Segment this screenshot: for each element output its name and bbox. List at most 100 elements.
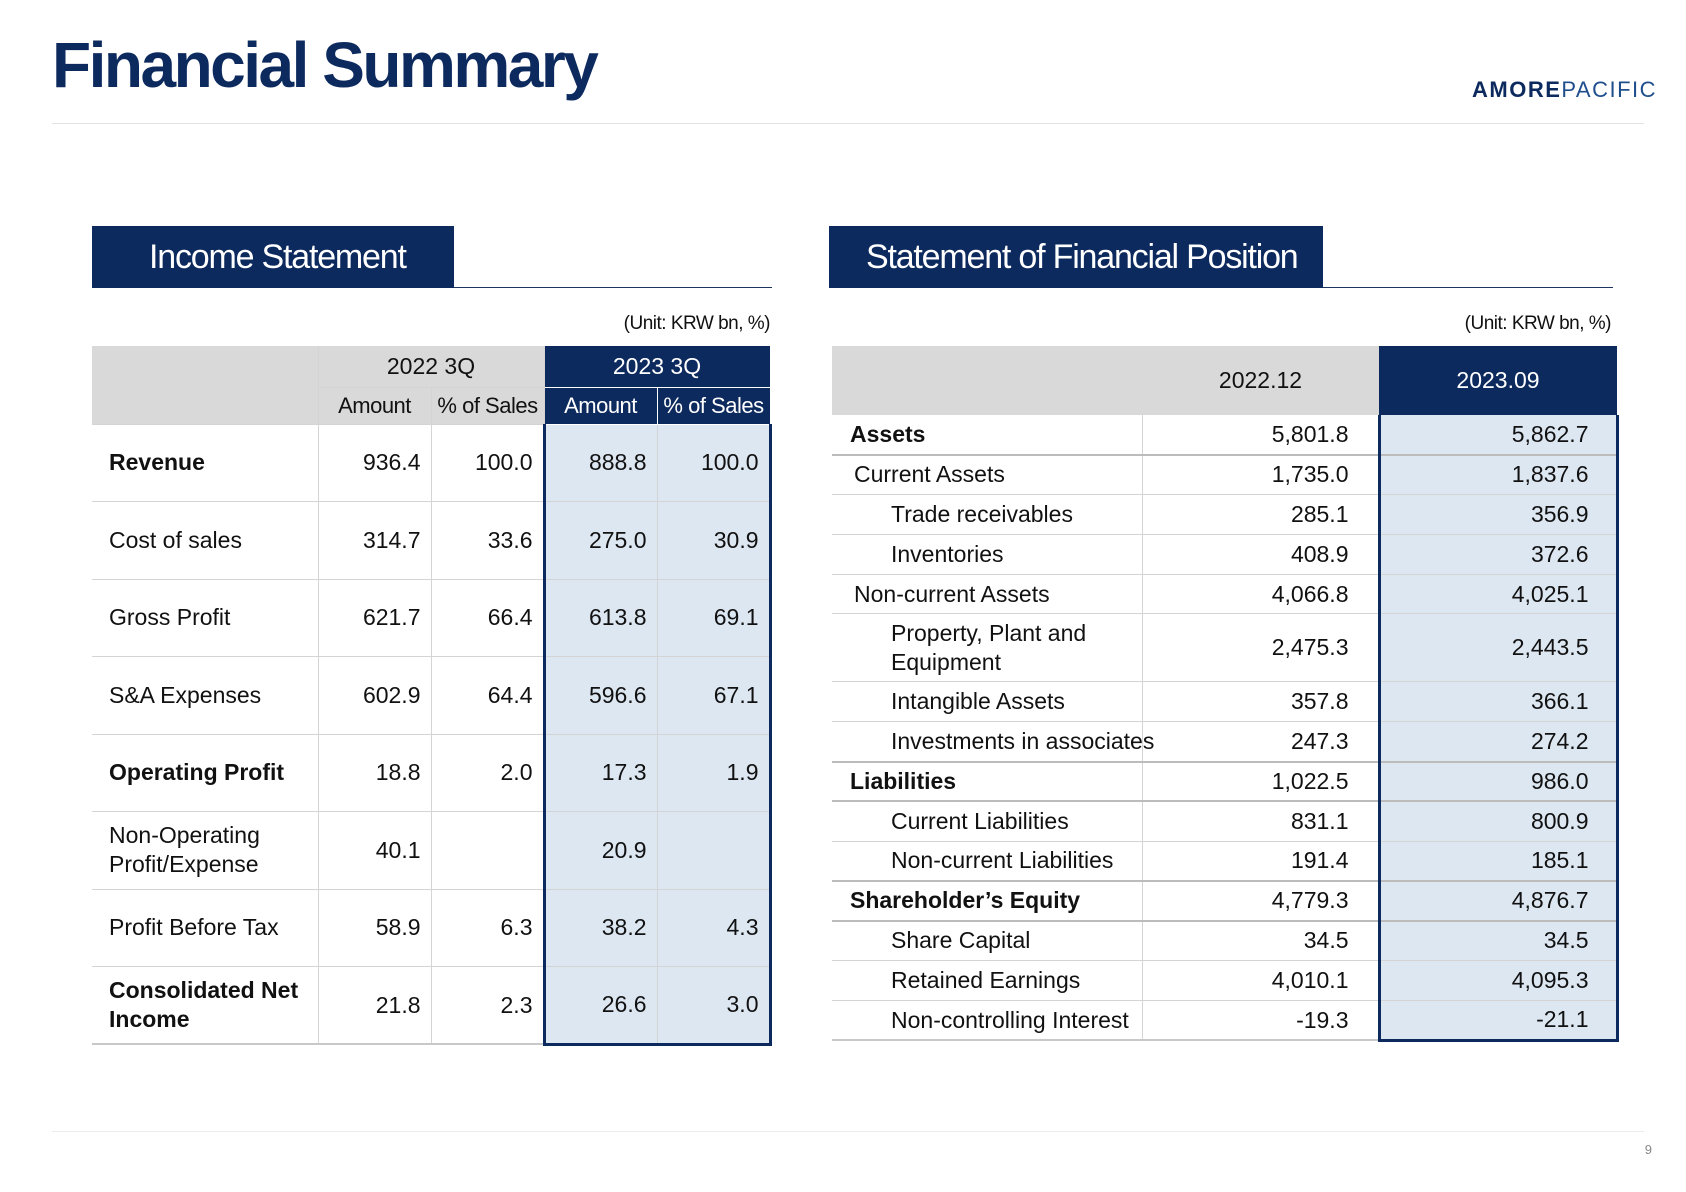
table-row: Liabilities 1,022.5 986.0 <box>832 760 1619 802</box>
row-label: Liabilities <box>832 760 1143 802</box>
value-cell: 602.9 <box>318 656 432 735</box>
brand-logo-part1: AMORE <box>1472 77 1562 102</box>
value-cell: 4,095.3 <box>1377 960 1619 1001</box>
row-label: Cost of sales <box>92 501 319 580</box>
value-cell: 17.3 <box>542 734 658 812</box>
table-row: Intangible Assets 357.8 366.1 <box>832 681 1619 723</box>
value-cell: 408.9 <box>1142 534 1379 575</box>
row-label: Assets <box>832 415 1143 456</box>
income-heading-rule <box>454 287 772 288</box>
value-cell: 831.1 <box>1142 800 1379 842</box>
income-corner-cell <box>92 346 319 425</box>
row-label: Inventories <box>832 534 1143 575</box>
page-title: Financial Summary <box>52 29 599 101</box>
table-row: Assets 5,801.8 5,862.7 <box>832 415 1619 456</box>
table-row: Investments in associates 247.3 274.2 <box>832 721 1619 763</box>
value-cell: -19.3 <box>1142 1000 1379 1042</box>
position-corner-cell <box>832 346 1142 415</box>
value-cell: 100.0 <box>431 424 545 502</box>
row-label: Non-controlling Interest <box>832 1000 1143 1042</box>
financial-position-table: 2022.12 2023.09 Assets 5,801.8 5,862.7 C… <box>832 346 1619 1042</box>
table-row: Shareholder’s Equity 4,779.3 4,876.7 <box>832 879 1619 922</box>
table-row: Non-current Liabilities 191.4 185.1 <box>832 841 1619 882</box>
value-cell: 20.9 <box>542 811 658 890</box>
row-label: Consolidated Net Income <box>92 966 319 1045</box>
value-cell: 100.0 <box>657 424 772 502</box>
value-cell: 64.4 <box>431 656 545 735</box>
value-cell: 21.8 <box>318 966 432 1045</box>
income-period-2023: 2023 3Q <box>544 346 771 388</box>
bottom-divider <box>52 1131 1644 1132</box>
value-cell: 5,862.7 <box>1377 415 1619 456</box>
row-label: Current Liabilities <box>832 800 1143 842</box>
row-label: Investments in associates <box>832 721 1154 763</box>
value-cell: 596.6 <box>542 656 658 735</box>
value-cell: -21.1 <box>1377 1000 1619 1042</box>
row-label: Gross Profit <box>92 579 319 657</box>
value-cell: 2.0 <box>431 734 545 812</box>
value-cell: 1,022.5 <box>1142 760 1379 802</box>
value-cell: 247.3 <box>1142 721 1379 763</box>
value-cell: 6.3 <box>431 889 545 967</box>
table-row: Current Liabilities 831.1 800.9 <box>832 800 1619 842</box>
table-row: Consolidated Net Income 21.8 2.3 26.6 3.… <box>92 966 772 1046</box>
value-cell: 191.4 <box>1142 841 1379 882</box>
position-period-2023: 2023.09 <box>1379 346 1617 415</box>
row-label: Current Assets <box>832 453 1143 496</box>
table-row: Trade receivables 285.1 356.9 <box>832 494 1619 535</box>
table-row: Property, Plant and Equipment 2,475.3 2,… <box>832 613 1619 683</box>
value-cell: 366.1 <box>1377 681 1619 723</box>
income-period-2022: 2022 3Q <box>318 346 545 388</box>
table-row: Profit Before Tax 58.9 6.3 38.2 4.3 <box>92 889 772 967</box>
value-cell: 372.6 <box>1377 534 1619 575</box>
income-subheader-amount: Amount <box>544 387 658 425</box>
table-row: Inventories 408.9 372.6 <box>832 534 1619 575</box>
table-row: Operating Profit 18.8 2.0 17.3 1.9 <box>92 734 772 812</box>
table-row: Non-Operating Profit/Expense 40.1 20.9 <box>92 811 772 890</box>
row-label: Non-current Liabilities <box>832 841 1143 882</box>
value-cell: 1.9 <box>657 734 772 812</box>
row-label: Revenue <box>92 424 319 502</box>
value-cell: 357.8 <box>1142 681 1379 723</box>
value-cell: 314.7 <box>318 501 432 580</box>
brand-logo-part2: PACIFIC <box>1561 77 1658 102</box>
row-label: Operating Profit <box>92 734 319 812</box>
value-cell: 4,779.3 <box>1142 879 1379 922</box>
table-row: Share Capital 34.5 34.5 <box>832 919 1619 962</box>
value-cell: 285.1 <box>1142 494 1379 535</box>
value-cell: 4,010.1 <box>1142 960 1379 1001</box>
row-label: Share Capital <box>832 919 1143 962</box>
value-cell: 613.8 <box>542 579 658 657</box>
value-cell: 986.0 <box>1377 760 1619 802</box>
value-cell: 2,475.3 <box>1142 613 1379 683</box>
value-cell: 5,801.8 <box>1142 415 1379 456</box>
value-cell: 40.1 <box>318 811 432 890</box>
value-cell: 936.4 <box>318 424 432 502</box>
income-period-header-row: 2022 3Q 2023 3Q <box>92 346 771 425</box>
value-cell: 33.6 <box>431 501 545 580</box>
table-row: Non-current Assets 4,066.8 4,025.1 <box>832 574 1619 615</box>
income-subheader-amount: Amount <box>318 387 432 425</box>
value-cell: 34.5 <box>1142 919 1379 962</box>
income-unit-note: (Unit: KRW bn, %) <box>623 313 771 334</box>
table-row: Non-controlling Interest -19.3 -21.1 <box>832 1000 1619 1042</box>
income-statement-heading: Income Statement <box>92 226 454 288</box>
row-label: Property, Plant and Equipment <box>832 613 1143 683</box>
top-divider <box>52 123 1644 124</box>
value-cell: 1,837.6 <box>1377 453 1619 496</box>
table-row: Cost of sales 314.7 33.6 275.0 30.9 <box>92 501 772 580</box>
table-row: Revenue 936.4 100.0 888.8 100.0 <box>92 424 772 502</box>
value-cell: 185.1 <box>1377 841 1619 882</box>
brand-logo: AMOREPACIFIC <box>1472 77 1656 103</box>
row-label: Shareholder’s Equity <box>832 879 1143 922</box>
value-cell: 38.2 <box>542 889 658 967</box>
table-row: Gross Profit 621.7 66.4 613.8 69.1 <box>92 579 772 657</box>
value-cell: 69.1 <box>657 579 772 657</box>
value-cell: 888.8 <box>542 424 658 502</box>
page-number: 9 <box>1644 1142 1652 1157</box>
table-row: Retained Earnings 4,010.1 4,095.3 <box>832 960 1619 1001</box>
row-label: Non-Operating Profit/Expense <box>92 811 319 890</box>
income-subheader-row: Amount % of Sales Amount % of Sales <box>92 387 771 425</box>
income-statement-table: 2022 3Q 2023 3Q Amount % of Sales Amount… <box>92 346 772 1046</box>
value-cell: 4,876.7 <box>1377 879 1619 922</box>
